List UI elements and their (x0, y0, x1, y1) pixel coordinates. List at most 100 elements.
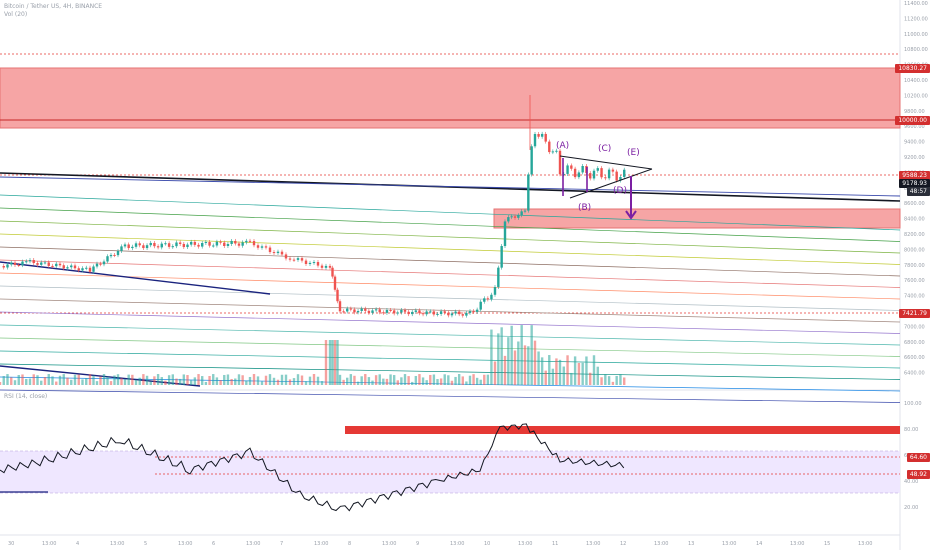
time-tick-label: 14 (756, 541, 762, 547)
volume-bar (113, 375, 116, 385)
candle-body (201, 242, 204, 247)
volume-bar (382, 378, 385, 385)
candle-body (197, 244, 200, 247)
candle-body (548, 141, 551, 153)
fan-line (0, 246, 901, 277)
rsi-line[interactable] (0, 423, 625, 512)
price-tick-label: 7000.00 (904, 324, 925, 330)
navy-trendline-lower[interactable] (0, 365, 201, 387)
candle-body (204, 242, 208, 244)
candle-body (500, 246, 503, 268)
volume-bar (425, 380, 428, 385)
candle-body (570, 165, 573, 169)
candle-body (367, 310, 371, 313)
price-tick-label: 9400.00 (904, 140, 925, 146)
candle-body (248, 240, 252, 242)
candles (2, 95, 626, 318)
time-tick-label: 13:00 (42, 541, 56, 547)
candle-body (70, 265, 73, 268)
time-tick-label: 11 (552, 541, 558, 547)
volume-bar (17, 374, 20, 385)
candle-body (17, 264, 20, 266)
volume-bar (21, 374, 24, 385)
volume-bar (164, 380, 167, 385)
candle-body (160, 243, 163, 248)
candle-body (371, 310, 374, 313)
time-tick-label: 13:00 (382, 541, 396, 547)
volume-bar (189, 380, 193, 385)
candle-body (95, 263, 99, 267)
volume-bar (6, 374, 9, 385)
time-tick-label: 13:00 (518, 541, 532, 547)
volume-bar (544, 370, 547, 385)
candle-body (99, 263, 102, 265)
volume-bar (450, 380, 454, 385)
candle-body (443, 311, 446, 313)
rsi-resistance-block[interactable] (345, 426, 900, 434)
volume-bar (540, 357, 544, 385)
volume-indicator-title: Vol (20) (4, 11, 28, 18)
volume-bar (475, 377, 479, 385)
volume-bar (316, 376, 320, 385)
volume-bar (527, 346, 530, 385)
candle-body (432, 311, 436, 315)
volume-bar (523, 345, 527, 385)
volume-bar (296, 374, 300, 385)
fan-line (0, 259, 901, 288)
fan-line (0, 220, 901, 254)
triangle-upper-line[interactable] (559, 155, 653, 170)
candle-body (374, 309, 378, 311)
volume-bar (385, 378, 389, 385)
volume-bar (120, 378, 123, 385)
volume-bar (443, 374, 446, 385)
volume-bar (371, 380, 374, 385)
volume-bar (43, 377, 47, 385)
resistance-zone[interactable] (0, 67, 901, 129)
black-trendline[interactable] (0, 172, 901, 202)
volume-bar (520, 325, 523, 385)
price-tag-top-red: 10830.27 (895, 64, 930, 73)
volume-bar (156, 374, 160, 385)
volume-bar (116, 374, 120, 385)
volume-bar (208, 376, 211, 385)
triangle-lower-line[interactable] (569, 168, 653, 199)
candle-body (92, 266, 95, 272)
volume-bar (548, 355, 551, 385)
blue-trendline-upper[interactable] (0, 176, 901, 197)
candle-body (457, 311, 461, 315)
navy-trendline[interactable] (0, 261, 271, 295)
volume-bar (615, 375, 618, 385)
time-tick-label: 5 (144, 541, 147, 547)
time-tick-label: 13:00 (586, 541, 600, 547)
time-tick-label: 13:00 (314, 541, 328, 547)
volume-bar (272, 377, 276, 385)
volume-bar (51, 376, 54, 385)
time-tick-label: 12 (620, 541, 626, 547)
volume-bar (127, 374, 130, 385)
volume-bar (432, 374, 436, 385)
candle-body (537, 134, 540, 137)
time-axis[interactable]: 30 13:00 4 13:00 5 13:00 6 13:00 7 13:00 8 13:00 9 13… (8, 541, 872, 547)
candle-body (392, 310, 396, 314)
price-tag-ten-k: 10000.00 (895, 116, 930, 125)
candle-body (175, 242, 178, 247)
candle-body (120, 246, 123, 251)
volume-bar (465, 381, 468, 385)
volume-bar (353, 375, 356, 385)
volume-bar (500, 327, 503, 385)
wave-label-a: (A) (556, 141, 570, 151)
volume-bar (486, 374, 490, 385)
fan-line (0, 337, 901, 357)
volume-bar (429, 374, 432, 385)
volume-bar (81, 379, 84, 385)
candle-body (475, 309, 479, 312)
wave-label-d: (D) (613, 186, 627, 196)
price-tick-label: 11400.00 (904, 1, 928, 7)
price-tick-label: 7600.00 (904, 278, 925, 284)
candle-body (530, 146, 533, 175)
volume-bar (58, 375, 62, 385)
price-tick-label: 6600.00 (904, 355, 925, 361)
support-zone[interactable] (493, 208, 901, 229)
